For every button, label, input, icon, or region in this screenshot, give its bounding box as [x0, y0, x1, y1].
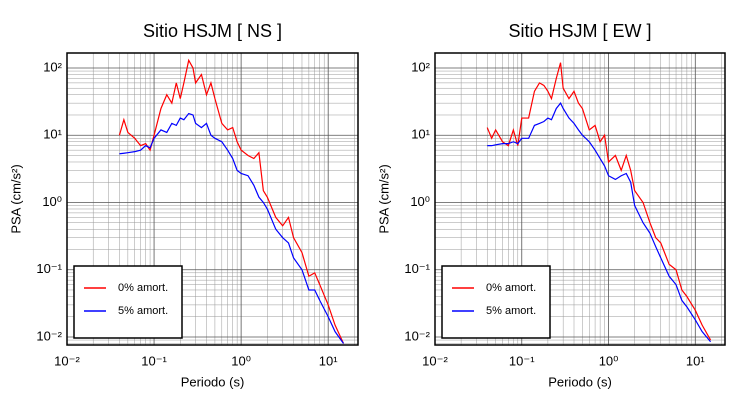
legend-box: [73, 265, 183, 339]
legend-box: [441, 265, 551, 339]
y-tick-label: 10⁻¹: [404, 261, 430, 276]
series-line: [119, 112, 345, 344]
y-axis-label: PSA (cm/s²): [376, 164, 391, 233]
y-tick-label: 10⁻²: [404, 328, 430, 343]
chart-title: Sitio HSJM [ NS ]: [143, 21, 282, 41]
chart: 10⁻² 10⁻¹ 10⁰ 10¹ 10⁻² 10⁻¹ 10⁰ 10¹ 10² Sitio HSJ…: [8, 21, 359, 389]
x-tick-label: 10⁰: [231, 353, 251, 368]
x-tick-label: 10⁻¹: [141, 353, 167, 368]
y-tick-label: 10⁰: [42, 194, 62, 209]
y-tick-label: 10¹: [411, 127, 430, 142]
y-tick-label: 10²: [43, 59, 62, 74]
chart-title: Sitio HSJM [ EW ]: [508, 21, 651, 41]
x-tick-label: 10¹: [319, 353, 338, 368]
chart: 10⁻² 10⁻¹ 10⁰ 10¹ 10⁻² 10⁻¹ 10⁰ 10¹ 10² Sitio HSJ…: [376, 21, 726, 389]
legend-label: 5% amort.: [486, 305, 536, 317]
y-axis-label: PSA (cm/s²): [8, 164, 23, 233]
plot-frame: [434, 52, 726, 346]
y-tick-label: 10⁻²: [36, 328, 62, 343]
x-tick-label: 10⁰: [599, 353, 619, 368]
plot-frame: [66, 52, 359, 346]
y-tick-label: 10⁰: [410, 194, 430, 209]
y-tick-label: 10⁻¹: [36, 261, 62, 276]
x-axis-label: Periodo (s): [181, 374, 245, 389]
y-tick-label: 10¹: [43, 127, 62, 142]
x-tick-label: 10⁻²: [422, 353, 448, 368]
x-axis-label: Periodo (s): [548, 374, 612, 389]
legend-label: 5% amort.: [118, 305, 168, 317]
x-tick-label: 10¹: [686, 353, 705, 368]
x-tick-label: 10⁻²: [54, 353, 80, 368]
legend-label: 0% amort.: [486, 282, 536, 294]
series-line: [486, 62, 712, 341]
y-tick-label: 10²: [411, 59, 430, 74]
series-line: [118, 58, 345, 344]
x-tick-label: 10⁻¹: [509, 353, 535, 368]
legend-label: 0% amort.: [118, 282, 168, 294]
series-line: [487, 102, 712, 343]
